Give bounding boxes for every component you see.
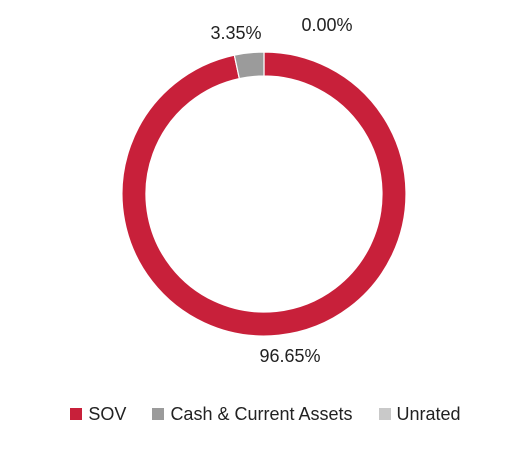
slice-cash <box>233 51 265 80</box>
legend-label-sov: SOV <box>88 403 127 424</box>
legend-item-sov: SOV <box>70 404 126 425</box>
data-label-cash: 3.35% <box>210 23 261 43</box>
chart-legend: SOV Cash & Current Assets Unrated <box>0 402 531 426</box>
legend-swatch-sov <box>70 408 83 420</box>
legend-swatch-cash <box>152 408 165 420</box>
legend-label-unrated: Unrated <box>396 403 461 424</box>
legend-item-unrated: Unrated <box>378 403 461 425</box>
legend-item-cash: Cash & Current Assets <box>152 403 353 425</box>
data-label-sov: 96.65% <box>259 346 320 366</box>
data-label-unrated: 0.00% <box>301 15 352 35</box>
legend-swatch-unrated <box>378 408 391 420</box>
slice-sov <box>121 51 407 337</box>
legend-label-cash: Cash & Current Assets <box>170 403 353 424</box>
